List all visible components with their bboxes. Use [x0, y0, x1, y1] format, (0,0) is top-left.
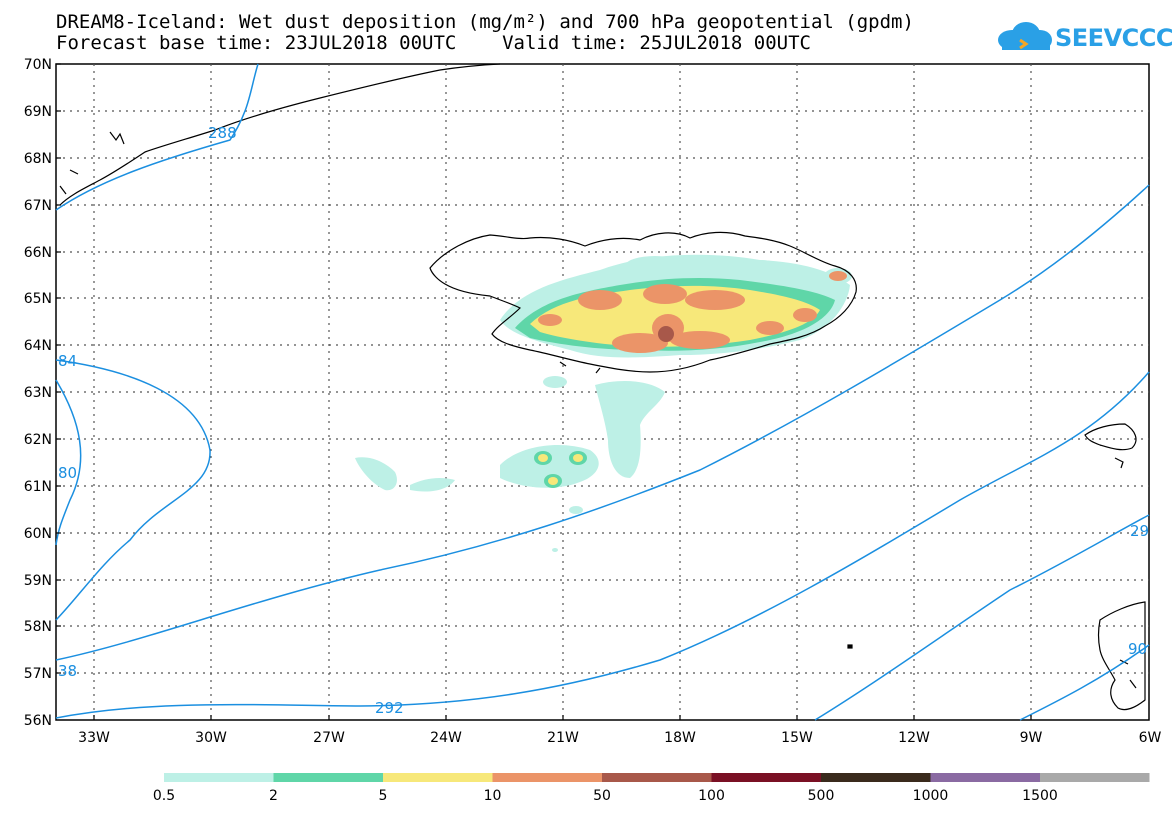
colorbar-label: 1000: [913, 788, 949, 804]
colorbar-swatch: [1040, 773, 1150, 782]
contour-label-38: 38: [58, 662, 77, 680]
lat-label: 64N: [24, 338, 52, 354]
contour-labels: 288 84 80 38 292 29 90: [58, 124, 1149, 717]
colorbar-label: 10: [484, 788, 502, 804]
lat-label: 66N: [24, 245, 52, 261]
lat-label: 61N: [24, 479, 52, 495]
lon-label: 33W: [78, 730, 110, 746]
latitude-labels: 70N 69N 68N 67N 66N 65N 64N 63N 62N 61N …: [24, 57, 52, 729]
lon-label: 21W: [547, 730, 579, 746]
contour-label-90: 90: [1128, 640, 1147, 658]
colorbar-label: 1500: [1022, 788, 1058, 804]
lat-label: 60N: [24, 526, 52, 542]
colorbar-swatch: [930, 773, 1040, 782]
lon-label: 12W: [898, 730, 930, 746]
contour-label-84: 84: [58, 352, 77, 370]
lon-label: 9W: [1020, 730, 1043, 746]
cloud-icon: [998, 22, 1052, 50]
lat-label: 56N: [24, 713, 52, 729]
lon-label: 30W: [195, 730, 227, 746]
dust-deposition-field: [355, 254, 852, 552]
logo-text: SEEVCCC: [1055, 24, 1174, 52]
lat-label: 63N: [24, 385, 52, 401]
colorbar: 0.5 2 5 10 50 100 500 1000 1500: [153, 773, 1150, 804]
colorbar-swatch: [492, 773, 602, 782]
colorbar-swatch: [273, 773, 383, 782]
map-title: DREAM8-Iceland: Wet dust deposition (mg/…: [56, 11, 914, 33]
graticule: [56, 64, 1149, 720]
lon-label: 27W: [313, 730, 345, 746]
lat-label: 62N: [24, 432, 52, 448]
lat-label: 57N: [24, 666, 52, 682]
colorbar-swatch: [383, 773, 493, 782]
lon-label: 6W: [1139, 730, 1162, 746]
contour-label-80: 80: [58, 464, 77, 482]
map-subtitle: Forecast base time: 23JUL2018 00UTC Vali…: [56, 32, 811, 54]
lat-label: 67N: [24, 198, 52, 214]
lat-label: 65N: [24, 291, 52, 307]
colorbar-label: 5: [379, 788, 388, 804]
contour-label-292: 292: [375, 699, 404, 717]
longitude-labels: 33W 30W 27W 24W 21W 18W 15W 12W 9W 6W: [78, 730, 1161, 746]
colorbar-swatch: [821, 773, 931, 782]
colorbar-label: 100: [698, 788, 725, 804]
colorbar-label: 50: [593, 788, 611, 804]
lon-label: 18W: [664, 730, 696, 746]
geopotential-contours: [55, 63, 1150, 721]
lat-label: 58N: [24, 619, 52, 635]
colorbar-swatch: [711, 773, 821, 782]
lat-label: 70N: [24, 57, 52, 73]
tick-marks: [56, 63, 1032, 720]
colorbar-swatch: [602, 773, 712, 782]
lon-label: 24W: [430, 730, 462, 746]
lat-label: 69N: [24, 104, 52, 120]
contour-label-29: 29: [1130, 522, 1149, 540]
seevccc-logo: [998, 22, 1052, 50]
lat-label: 68N: [24, 151, 52, 167]
colorbar-label: 0.5: [153, 788, 175, 804]
colorbar-label: 500: [808, 788, 835, 804]
coastlines: [59, 63, 1146, 711]
lat-label: 59N: [24, 573, 52, 589]
contour-label-288: 288: [208, 124, 237, 142]
colorbar-label: 2: [269, 788, 278, 804]
colorbar-swatch: [164, 773, 274, 782]
lon-label: 15W: [781, 730, 813, 746]
